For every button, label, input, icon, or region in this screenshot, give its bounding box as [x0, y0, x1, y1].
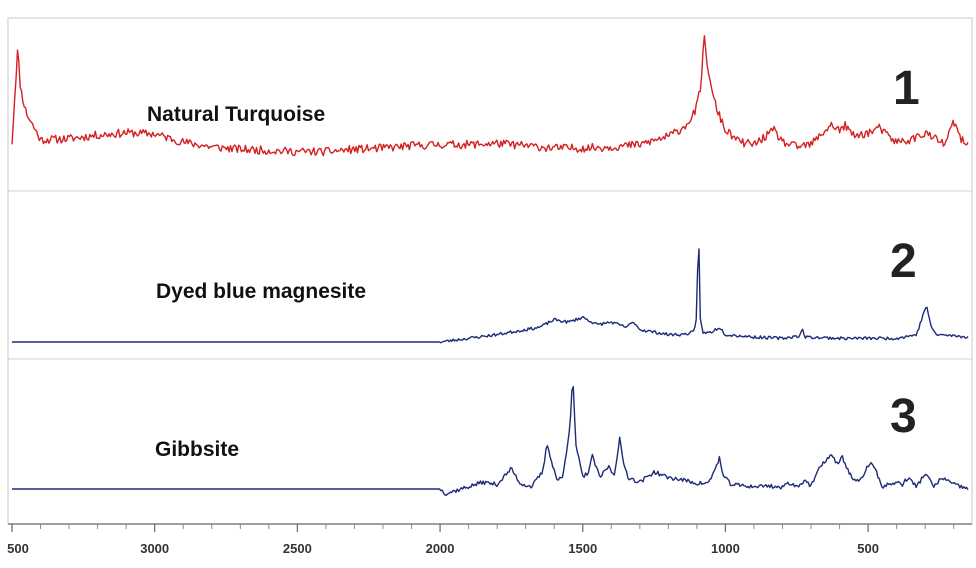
- x-tick-label: 500: [857, 541, 879, 556]
- series-label-dyed-blue-magnesite: Dyed blue magnesite: [156, 280, 366, 303]
- series-label-natural-turquoise: Natural Turquoise: [147, 103, 325, 126]
- x-tick-label: 500: [7, 541, 29, 556]
- series-number-1: 1: [893, 62, 920, 115]
- series-layer: [11, 35, 969, 496]
- series-label-gibbsite: Gibbsite: [155, 438, 239, 461]
- x-tick-label: 2500: [283, 541, 312, 556]
- series-line-2: [12, 248, 969, 344]
- plot-frame: [7, 17, 973, 525]
- series-number-3: 3: [890, 390, 917, 443]
- x-tick-label: 1000: [711, 541, 740, 556]
- x-tick-label: 1500: [568, 541, 597, 556]
- series-line-1: [11, 35, 969, 157]
- x-tick-label: 2000: [426, 541, 455, 556]
- x-tick-label: 3000: [140, 541, 169, 556]
- series-number-2: 2: [890, 235, 917, 288]
- series-line-3: [12, 386, 969, 496]
- x-axis: 500 3000 2500 2000 1500 1000 500: [7, 524, 955, 556]
